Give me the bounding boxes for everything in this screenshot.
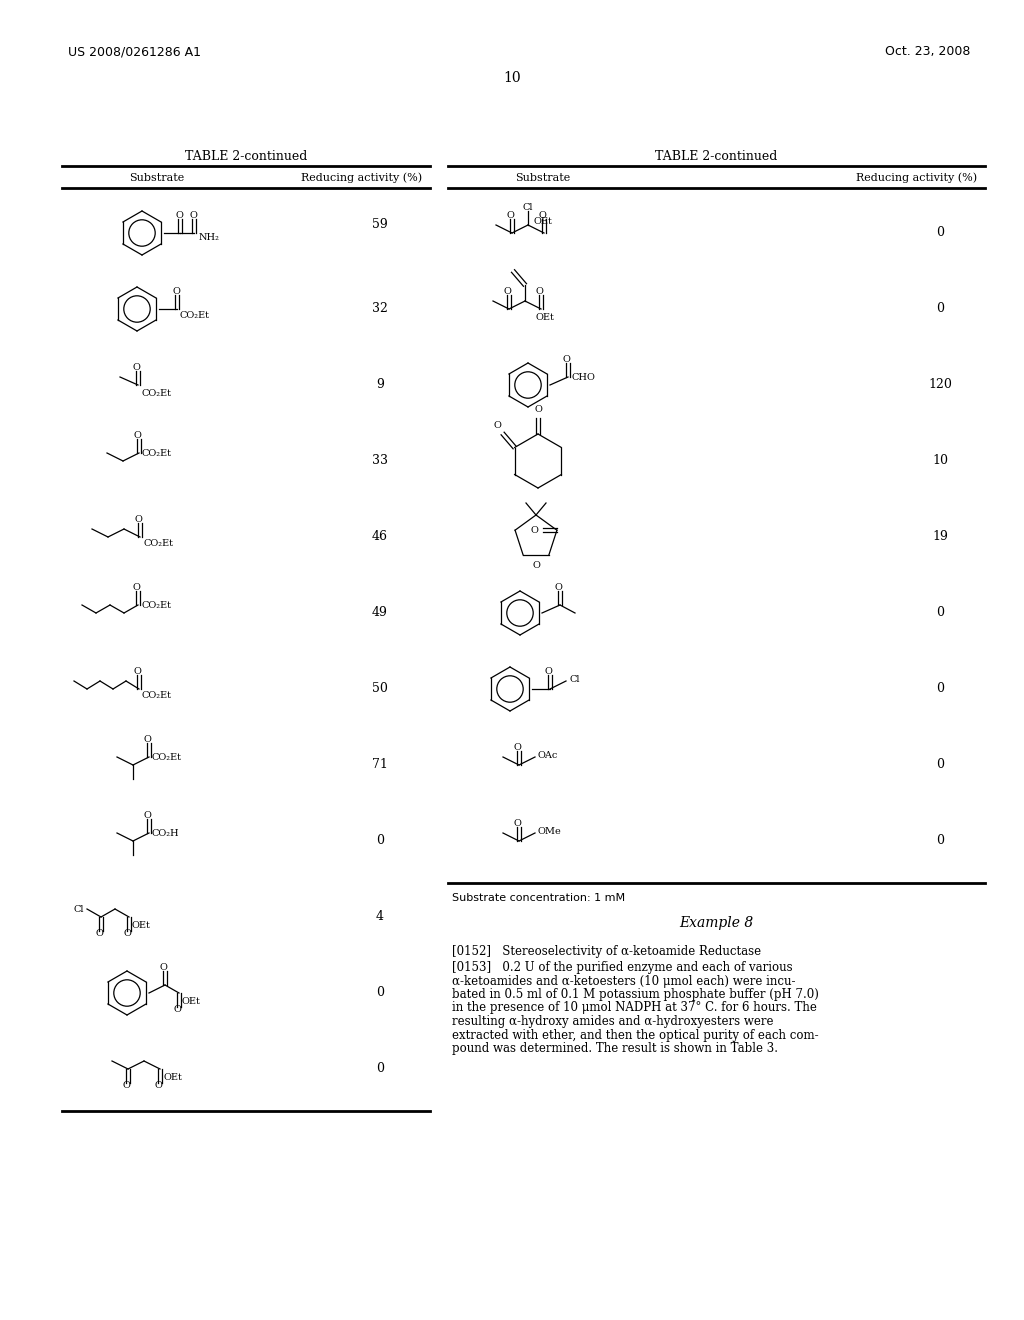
Text: 0: 0 [376,1063,384,1076]
Text: O: O [506,211,514,220]
Text: O: O [159,964,167,973]
Text: Cl: Cl [74,904,84,913]
Text: 50: 50 [372,682,388,696]
Text: CO₂Et: CO₂Et [143,539,173,548]
Text: O: O [513,820,521,829]
Text: 32: 32 [372,302,388,315]
Text: CO₂Et: CO₂Et [141,388,171,397]
Text: CO₂Et: CO₂Et [142,690,172,700]
Text: CO₂Et: CO₂Et [179,310,209,319]
Text: 19: 19 [932,531,948,544]
Text: O: O [134,516,142,524]
Text: 46: 46 [372,531,388,544]
Text: [0153]   0.2 U of the purified enzyme and each of various: [0153] 0.2 U of the purified enzyme and … [452,961,793,974]
Text: OEt: OEt [534,218,552,227]
Text: O: O [535,405,542,414]
Text: 9: 9 [376,379,384,392]
Text: [0152]   Stereoselectivity of α-ketoamide Reductase: [0152] Stereoselectivity of α-ketoamide … [452,945,761,958]
Text: TABLE 2-continued: TABLE 2-continued [654,149,777,162]
Text: CO₂Et: CO₂Et [141,601,171,610]
Text: pound was determined. The result is shown in Table 3.: pound was determined. The result is show… [452,1041,778,1055]
Text: bated in 0.5 ml of 0.1 M potassium phosphate buffer (pH 7.0): bated in 0.5 ml of 0.1 M potassium phosp… [452,987,819,1001]
Text: O: O [95,929,103,939]
Text: extracted with ether, and then the optical purity of each com-: extracted with ether, and then the optic… [452,1028,818,1041]
Text: Reducing activity (%): Reducing activity (%) [856,173,978,183]
Text: 0: 0 [936,606,944,619]
Text: 0: 0 [936,834,944,847]
Text: O: O [175,211,183,220]
Text: O: O [513,743,521,752]
Text: 59: 59 [372,219,388,231]
Text: O: O [122,1081,130,1090]
Text: 120: 120 [928,379,952,392]
Text: O: O [123,929,131,939]
Text: Cl: Cl [522,203,534,213]
Text: OEt: OEt [163,1072,182,1081]
Text: 10: 10 [503,71,521,84]
Text: in the presence of 10 μmol NADPH at 37° C. for 6 hours. The: in the presence of 10 μmol NADPH at 37° … [452,1002,817,1015]
Text: O: O [538,211,546,220]
Text: Oct. 23, 2008: Oct. 23, 2008 [885,45,970,58]
Text: OEt: OEt [132,920,151,929]
Text: O: O [172,288,180,297]
Text: TABLE 2-continued: TABLE 2-continued [184,149,307,162]
Text: O: O [154,1081,162,1090]
Text: O: O [562,355,570,364]
Text: 71: 71 [372,759,388,771]
Text: O: O [532,561,540,569]
Text: OAc: OAc [537,751,557,759]
Text: NH₂: NH₂ [199,234,220,243]
Text: Reducing activity (%): Reducing activity (%) [301,173,423,183]
Text: OEt: OEt [535,313,554,322]
Text: Substrate: Substrate [515,173,570,183]
Text: O: O [132,363,140,372]
Text: α-ketoamides and α-ketoesters (10 μmol each) were incu-: α-ketoamides and α-ketoesters (10 μmol e… [452,974,796,987]
Text: 4: 4 [376,911,384,924]
Text: CO₂Et: CO₂Et [152,752,182,762]
Text: Substrate concentration: 1 mM: Substrate concentration: 1 mM [452,894,625,903]
Text: O: O [536,288,543,297]
Text: O: O [189,211,197,220]
Text: O: O [132,583,140,593]
Text: O: O [531,525,539,535]
Text: Cl: Cl [570,675,581,684]
Text: CO₂H: CO₂H [152,829,179,837]
Text: CHO: CHO [571,372,595,381]
Text: 49: 49 [372,606,388,619]
Text: O: O [544,668,552,676]
Text: 0: 0 [936,227,944,239]
Text: OMe: OMe [537,826,561,836]
Text: Example 8: Example 8 [679,916,753,931]
Text: O: O [133,432,141,441]
Text: 33: 33 [372,454,388,467]
Text: 0: 0 [936,302,944,315]
Text: O: O [503,288,511,297]
Text: 0: 0 [936,682,944,696]
Text: O: O [143,812,151,821]
Text: O: O [173,1006,181,1015]
Text: O: O [554,583,562,593]
Text: resulting α-hydroxy amides and α-hydroxyesters were: resulting α-hydroxy amides and α-hydroxy… [452,1015,773,1028]
Text: OEt: OEt [182,997,201,1006]
Text: 0: 0 [376,834,384,847]
Text: 10: 10 [932,454,948,467]
Text: CO₂Et: CO₂Et [142,449,172,458]
Text: 0: 0 [936,759,944,771]
Text: O: O [494,421,502,430]
Text: 0: 0 [376,986,384,999]
Text: US 2008/0261286 A1: US 2008/0261286 A1 [68,45,201,58]
Text: Substrate: Substrate [129,173,184,183]
Text: O: O [133,668,141,676]
Text: O: O [143,735,151,744]
